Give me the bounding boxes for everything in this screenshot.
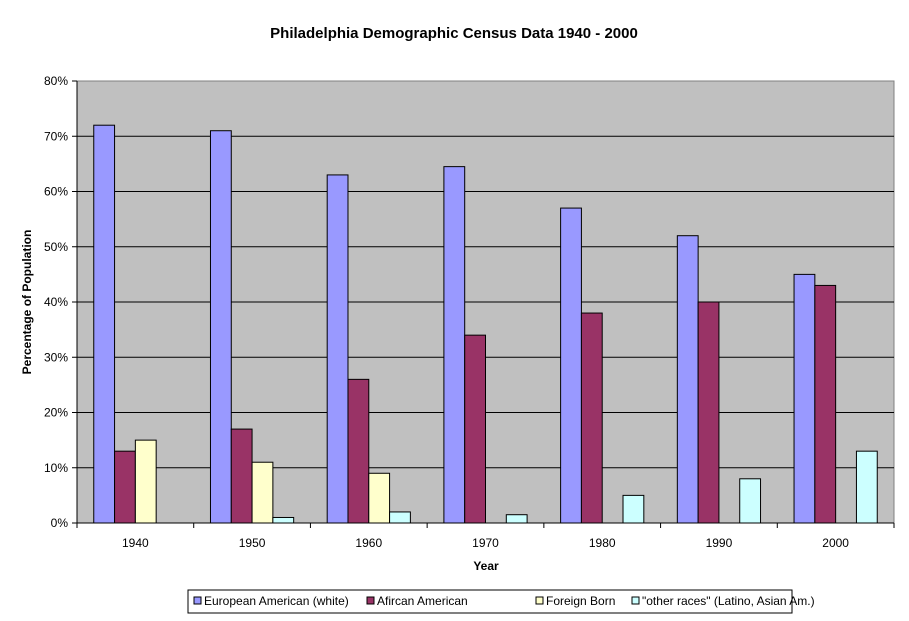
y-tick-label: 20%	[44, 406, 68, 420]
y-tick-label: 40%	[44, 295, 68, 309]
y-tick-label: 0%	[51, 516, 69, 530]
x-tick-label: 1950	[239, 536, 266, 550]
legend-label: Foreign Born	[546, 594, 615, 608]
y-axis: 0% 10% 20% 30% 40% 50% 60% 70% 80%	[44, 74, 78, 530]
bar	[389, 511, 411, 524]
legend-swatch	[535, 596, 544, 605]
bar	[580, 312, 603, 524]
bar	[697, 301, 720, 524]
y-axis-title: Percentage of Population	[20, 230, 34, 375]
bar	[209, 130, 232, 524]
legend: European American (white) Afircan America…	[187, 589, 815, 614]
x-tick-label: 2000	[822, 536, 849, 550]
bar	[230, 428, 253, 524]
x-tick-label: 1990	[706, 536, 733, 550]
bar	[134, 439, 157, 524]
bar	[443, 166, 466, 524]
bar	[464, 334, 487, 524]
x-tick-label: 1970	[472, 536, 499, 550]
legend-swatch	[366, 596, 375, 605]
bar	[347, 378, 370, 524]
x-axis-title: Year	[473, 559, 499, 573]
bars	[93, 124, 878, 524]
y-tick-label: 10%	[44, 461, 68, 475]
y-tick-label: 30%	[44, 350, 68, 364]
y-tick-label: 70%	[44, 129, 68, 143]
y-tick-label: 50%	[44, 240, 68, 254]
bar	[505, 514, 528, 524]
bar	[676, 235, 699, 524]
legend-label: Afircan American	[377, 594, 468, 608]
bar	[272, 516, 295, 524]
x-tick-label: 1980	[589, 536, 616, 550]
legend-label: European American (white)	[204, 594, 349, 608]
x-tick-label: 1940	[122, 536, 149, 550]
legend-swatch	[631, 596, 640, 605]
legend-label: "other races" (Latino, Asian Am.)	[642, 594, 815, 608]
y-tick-label: 60%	[44, 185, 68, 199]
bar	[814, 284, 837, 524]
bar	[114, 450, 136, 524]
y-tick-label: 80%	[44, 74, 68, 88]
bar	[251, 461, 274, 524]
bar	[855, 450, 878, 524]
bar	[622, 494, 645, 524]
bar	[739, 478, 762, 524]
bar	[793, 273, 816, 524]
x-axis: 1940 1950 1960 1970 1980 1990 2000	[76, 522, 895, 550]
bar	[368, 472, 391, 524]
legend-swatch	[193, 596, 202, 605]
bar	[326, 174, 349, 524]
x-tick-label: 1960	[355, 536, 382, 550]
bar	[560, 207, 582, 524]
chart-title: Philadelphia Demographic Census Data 194…	[270, 25, 638, 42]
legend-box	[187, 589, 793, 614]
bar	[93, 124, 116, 524]
